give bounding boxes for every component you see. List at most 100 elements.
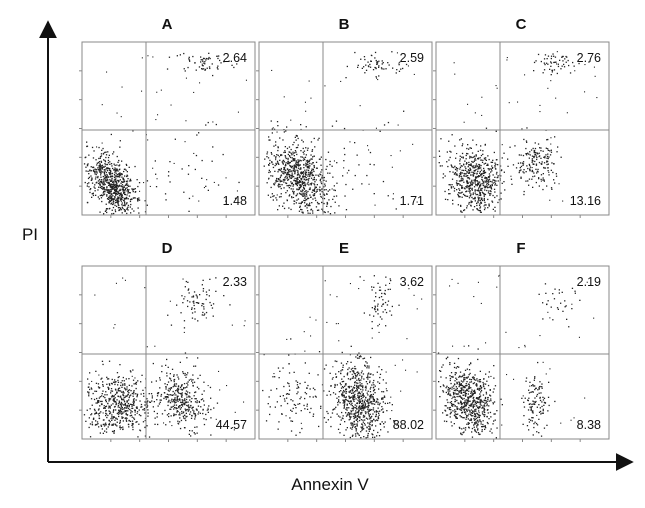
scatter-point bbox=[343, 401, 345, 403]
scatter-point bbox=[287, 179, 289, 181]
scatter-point bbox=[127, 184, 129, 186]
scatter-point bbox=[286, 397, 288, 399]
scatter-point bbox=[120, 395, 122, 397]
scatter-point bbox=[199, 82, 201, 84]
scatter-point bbox=[140, 415, 142, 417]
scatter-point bbox=[109, 169, 112, 172]
scatter-point bbox=[371, 286, 373, 288]
scatter-point bbox=[395, 208, 397, 210]
scatter-point bbox=[113, 401, 116, 403]
scatter-point bbox=[399, 150, 401, 152]
scatter-point bbox=[354, 404, 356, 406]
scatter-point bbox=[353, 372, 355, 375]
scatter-point bbox=[293, 196, 295, 198]
scatter-point bbox=[111, 183, 113, 186]
scatter-point bbox=[365, 69, 368, 71]
scatter-point bbox=[462, 394, 464, 396]
scatter-point bbox=[173, 374, 175, 376]
scatter-point bbox=[468, 161, 470, 164]
scatter-point bbox=[297, 167, 300, 169]
scatter-point bbox=[96, 172, 98, 174]
scatter-point bbox=[207, 58, 209, 60]
scatter-point bbox=[188, 406, 190, 408]
scatter-point bbox=[361, 426, 364, 429]
scatter-point bbox=[300, 172, 302, 174]
scatter-point bbox=[547, 167, 549, 169]
scatter-point bbox=[288, 184, 290, 186]
scatter-point bbox=[181, 295, 183, 297]
scatter-point bbox=[320, 182, 323, 185]
scatter-point bbox=[190, 401, 192, 403]
scatter-point bbox=[291, 157, 293, 159]
scatter-point bbox=[282, 171, 284, 173]
scatter-point bbox=[454, 168, 457, 171]
scatter-point bbox=[522, 164, 524, 166]
scatter-point bbox=[484, 204, 486, 206]
scatter-point bbox=[132, 407, 134, 409]
scatter-point bbox=[377, 303, 379, 305]
scatter-point bbox=[94, 190, 96, 192]
scatter-point bbox=[369, 63, 371, 66]
scatter-point bbox=[286, 177, 288, 180]
scatter-point bbox=[312, 210, 314, 212]
scatter-point bbox=[474, 197, 476, 199]
scatter-point bbox=[356, 386, 358, 388]
scatter-point bbox=[125, 187, 127, 189]
scatter-point bbox=[398, 64, 400, 66]
scatter-point bbox=[300, 208, 302, 211]
scatter-point bbox=[287, 174, 289, 176]
scatter-point bbox=[474, 410, 476, 412]
scatter-point bbox=[468, 187, 470, 189]
scatter-point bbox=[115, 170, 117, 172]
scatter-point bbox=[166, 375, 168, 377]
scatter-point bbox=[486, 164, 488, 166]
scatter-point bbox=[283, 187, 285, 189]
scatter-point bbox=[338, 340, 340, 342]
scatter-point bbox=[470, 412, 473, 414]
scatter-point bbox=[535, 155, 537, 157]
scatter-point bbox=[100, 172, 102, 174]
scatter-point bbox=[537, 53, 540, 56]
scatter-point bbox=[107, 167, 109, 169]
scatter-point bbox=[345, 412, 347, 414]
scatter-point bbox=[483, 171, 486, 173]
scatter-point bbox=[352, 425, 354, 427]
scatter-point bbox=[383, 68, 385, 70]
scatter-point bbox=[471, 412, 474, 414]
scatter-point bbox=[478, 164, 481, 166]
scatter-point bbox=[118, 200, 120, 202]
scatter-point bbox=[114, 192, 117, 195]
scatter-point bbox=[540, 180, 542, 182]
scatter-point bbox=[184, 427, 186, 429]
scatter-point bbox=[102, 423, 104, 426]
scatter-point bbox=[464, 378, 466, 381]
scatter-point bbox=[197, 357, 199, 359]
scatter-point bbox=[200, 61, 202, 63]
scatter-point bbox=[403, 110, 405, 112]
scatter-point bbox=[121, 206, 123, 208]
scatter-point bbox=[334, 408, 336, 410]
scatter-point bbox=[309, 194, 311, 196]
scatter-point bbox=[122, 178, 124, 180]
scatter-point bbox=[363, 357, 366, 359]
scatter-point bbox=[105, 409, 107, 412]
scatter-point bbox=[369, 418, 371, 420]
scatter-point bbox=[450, 186, 452, 188]
scatter-point bbox=[464, 401, 466, 403]
scatter-point bbox=[212, 315, 214, 317]
scatter-point bbox=[550, 74, 552, 76]
scatter-point bbox=[309, 204, 311, 207]
scatter-point bbox=[528, 184, 530, 186]
scatter-point bbox=[536, 156, 538, 159]
scatter-point bbox=[213, 407, 215, 409]
scatter-point bbox=[167, 175, 170, 177]
scatter-point bbox=[168, 394, 170, 396]
scatter-point bbox=[487, 207, 489, 209]
scatter-point bbox=[572, 61, 574, 64]
scatter-point bbox=[347, 399, 349, 402]
scatter-point bbox=[203, 57, 205, 60]
scatter-point bbox=[231, 324, 233, 326]
scatter-point bbox=[138, 197, 140, 199]
scatter-point bbox=[356, 389, 358, 391]
scatter-point bbox=[489, 394, 491, 396]
